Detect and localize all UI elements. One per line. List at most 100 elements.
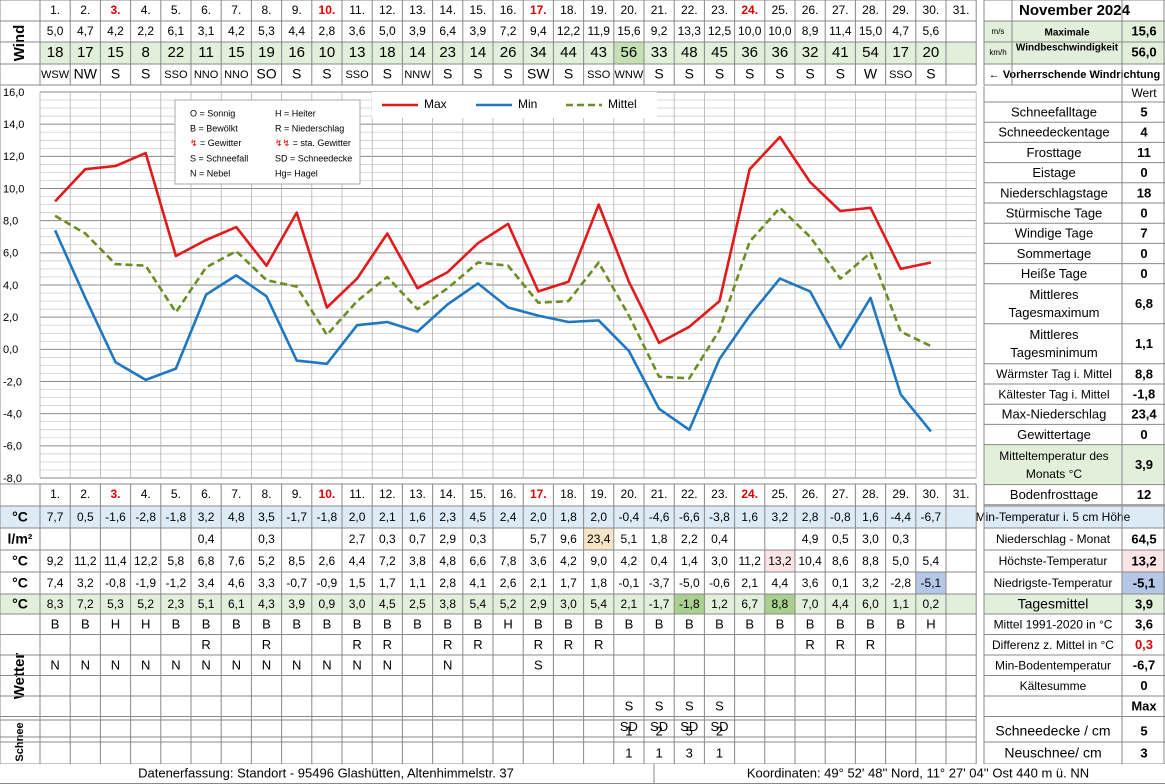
month-title: November 2024 [1019, 2, 1131, 19]
weather-code: B [323, 617, 332, 632]
wind-kmh-value: 14 [409, 44, 426, 61]
wind-kmh-value: 26 [500, 44, 517, 61]
day-header: 25. [772, 3, 789, 17]
wind-ms-value: 7,2 [500, 24, 517, 38]
day-header: 11. [349, 3, 365, 17]
stats-label: Max-Niederschlag [1002, 407, 1107, 422]
row-value-mean: 7,0 [802, 597, 819, 611]
row-value-precip: 0,3 [379, 532, 396, 546]
stats-value: 7 [1140, 226, 1147, 241]
row-value-min: 4,1 [470, 576, 487, 590]
weather-legend-item: B = Bewölkt [190, 123, 238, 133]
series-line-mittel [54, 206, 932, 380]
wind-kmh-value: 44 [560, 44, 577, 61]
day-header-bottom: 7. [231, 487, 241, 501]
wind-kmh-value: 22 [168, 44, 185, 61]
row-value-precip: 1,8 [651, 532, 668, 546]
day-header-bottom: 31. [953, 487, 970, 501]
row-value-max: 5,4 [923, 554, 940, 568]
wind-ms-value: 15,6 [617, 24, 641, 38]
row-value-min: 2,6 [500, 576, 517, 590]
row-value-precip: 5,1 [621, 532, 638, 546]
stats-row-bg [984, 363, 1165, 384]
wind-direction: S [111, 66, 120, 82]
wind-ms-value: 9,2 [651, 24, 668, 38]
weather-code: R [201, 637, 210, 652]
row-value-min5: 1,6 [862, 510, 879, 524]
weather-side-label: Kältesumme [1020, 679, 1087, 693]
row-value-min5: 3,5 [258, 510, 275, 524]
row-value-precip: 0,4 [198, 532, 215, 546]
row-value-max: 11,4 [104, 554, 127, 568]
day-header-bottom: 1. [50, 487, 60, 501]
wind-ms-value: 5,3 [258, 24, 275, 38]
weather-code: SD [710, 719, 728, 734]
row-value-min5: -6,6 [679, 510, 700, 524]
snow-value: 2 [716, 723, 723, 738]
stats-value: 4 [1140, 125, 1148, 140]
wind-direction: WNW [615, 69, 644, 81]
wind-direction: S [805, 66, 814, 82]
row-value-max: 5,0 [892, 554, 909, 568]
row-value-precip: 0,4 [711, 532, 728, 546]
day-header-bottom: 19. [590, 487, 607, 501]
row-value-min5: 2,4 [500, 510, 517, 524]
row-value-min5: -2,8 [135, 510, 156, 524]
stats-row-bg [984, 203, 1165, 224]
row-value-max: 7,6 [228, 554, 245, 568]
row-unit: l/m² [8, 531, 33, 547]
row-value-min5: 3,2 [198, 510, 215, 524]
row-value-min: 2,8 [439, 576, 456, 590]
row-value-mean: 1,1 [892, 597, 909, 611]
weather-code: N [352, 658, 361, 673]
weather-legend-item: Hg= Hagel [275, 168, 318, 178]
snow-side-value: 5 [1140, 723, 1147, 738]
stats-label: Eistage [1032, 165, 1075, 180]
day-header-bottom: 9. [292, 487, 302, 501]
stats-row-bg [984, 122, 1165, 143]
stats-label: Heiße Tage [1021, 266, 1087, 281]
stats-label-line: Mittleres [1029, 287, 1079, 302]
day-header-bottom: 21. [651, 487, 668, 501]
weather-code: B [896, 617, 905, 632]
row-bg-min5 [0, 506, 977, 528]
wind-kmh-value: 43 [590, 44, 607, 61]
day-header-bottom: 3. [110, 487, 120, 501]
day-header-bottom: 2. [80, 487, 90, 501]
row-value-min: 1,5 [349, 576, 366, 590]
row-value-min: -5,0 [679, 576, 700, 590]
mean-max-cell [764, 594, 795, 614]
row-value-min: 4,4 [772, 576, 789, 590]
wind-kmh-value: 16 [288, 44, 305, 61]
wind-ms-value: 12,2 [557, 24, 581, 38]
row-value-mean: 5,3 [107, 597, 124, 611]
weather-code: B [474, 617, 483, 632]
legend-label-max: Max [424, 97, 447, 111]
row-value-max: 4,4 [349, 554, 366, 568]
weather-code: N [232, 658, 241, 673]
wind-ms-value: 11,4 [829, 24, 852, 38]
wind-ms-value: 3,9 [409, 24, 426, 38]
weather-legend-item: H = Heiter [275, 108, 316, 118]
footer-coordinates: Koordinaten: 49° 52' 48'' Nord, 11° 27' … [747, 765, 1089, 780]
weather-code: N [201, 658, 210, 673]
weather-code: H [141, 617, 150, 632]
wind-kmh-value: 15 [228, 44, 245, 61]
weather-code: H [111, 617, 120, 632]
wind-ms-value: 4,2 [228, 24, 245, 38]
wind-kmh-value: 54 [862, 44, 879, 61]
row-value-precip: 3,0 [862, 532, 879, 546]
row-value-min5: 2,8 [802, 510, 819, 524]
row-value-min5: -0,4 [619, 510, 640, 524]
row-side-bg-max [984, 550, 1165, 572]
row-bg-min [0, 572, 977, 594]
row-value-precip: 2,2 [681, 532, 698, 546]
day-header-bottom: 8. [261, 487, 271, 501]
day-header: 15. [470, 3, 487, 17]
row-value-min: 3,3 [258, 576, 275, 590]
day-header: 7. [231, 3, 241, 17]
day-header: 2. [80, 3, 90, 17]
max-temp-total-cell [1122, 550, 1165, 572]
row-value-mean: 7,2 [77, 597, 94, 611]
wind-ms-value: 5,6 [923, 24, 940, 38]
